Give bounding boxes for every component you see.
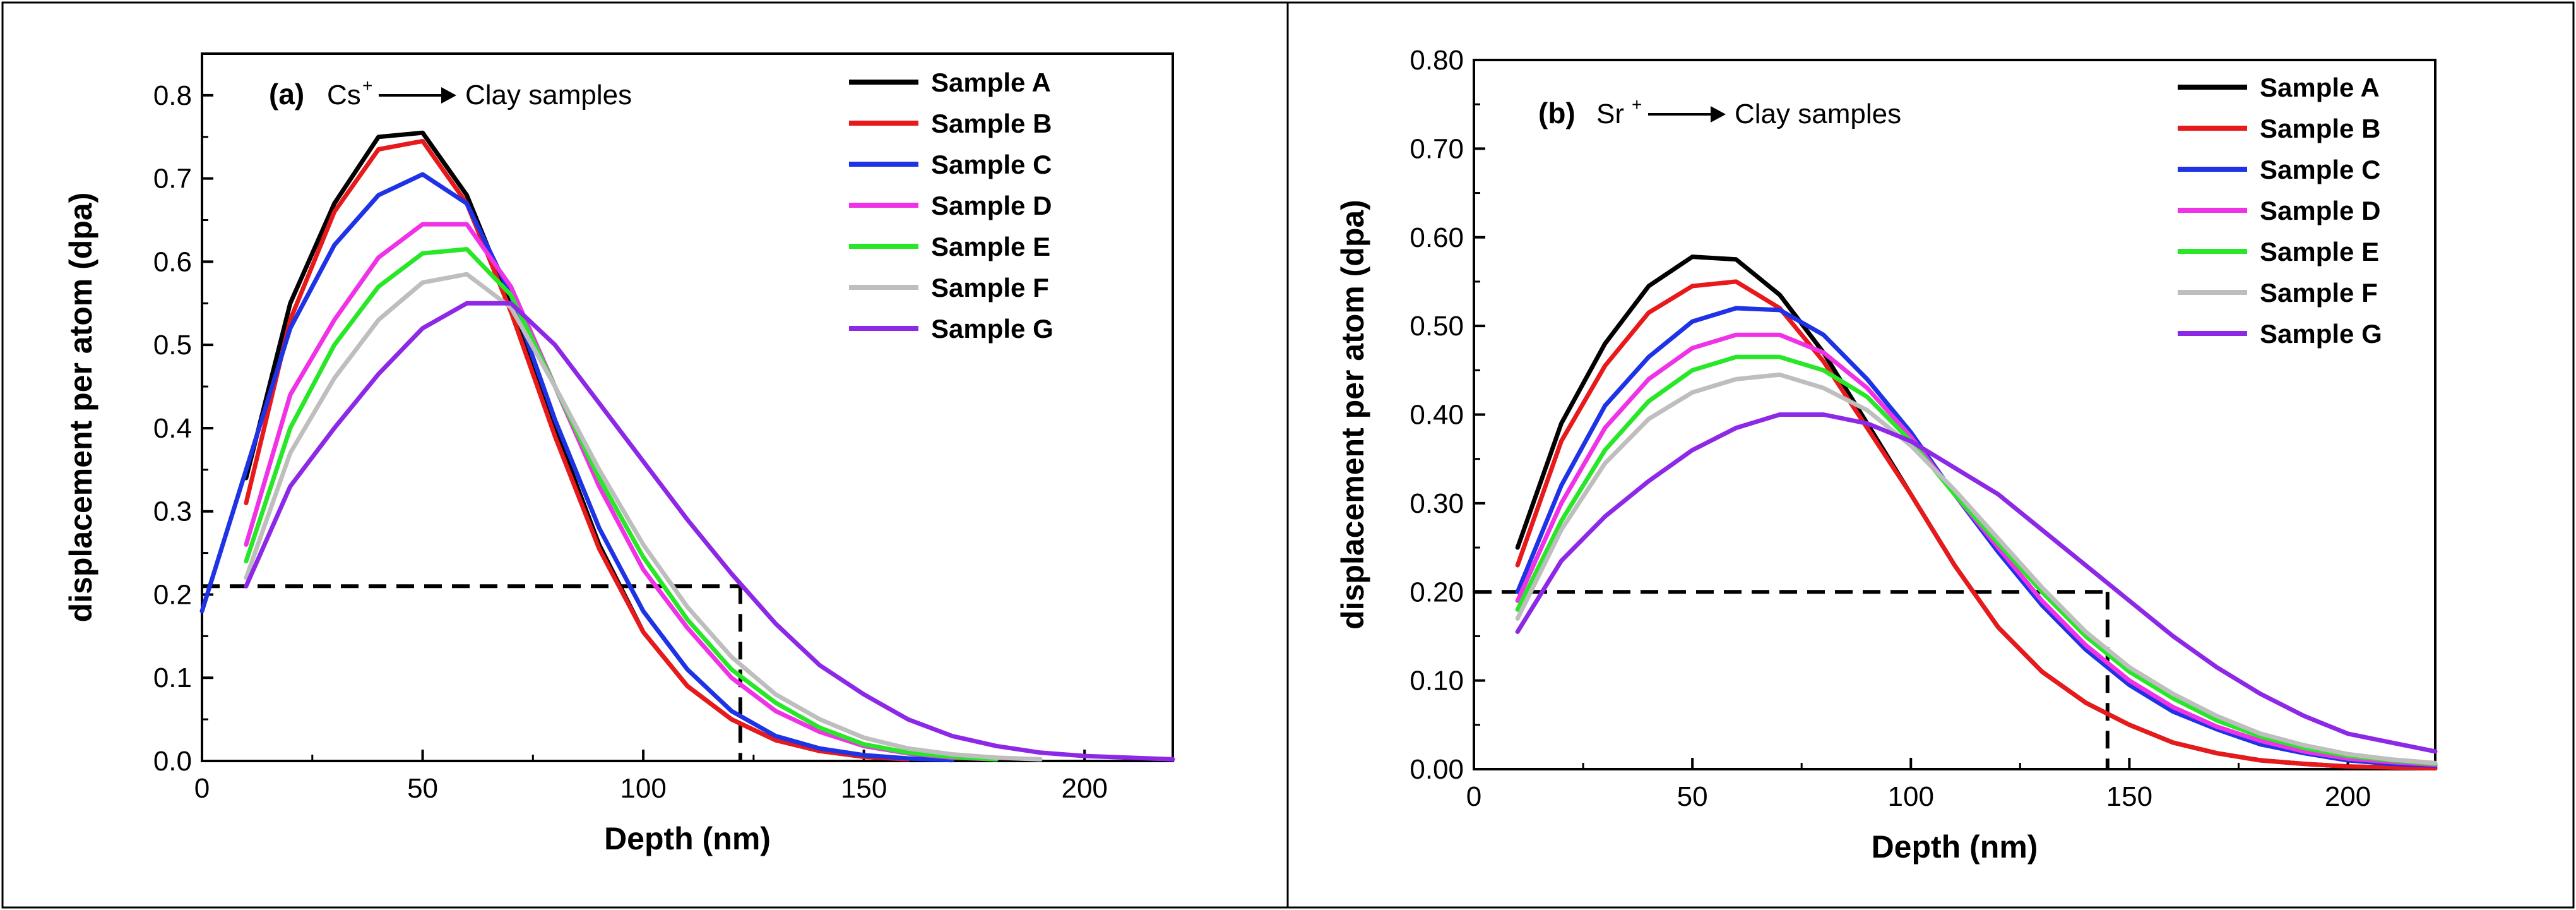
y-tick-label-a-1: 0.1 (153, 662, 192, 693)
target-label-a: Clay samples (465, 80, 632, 111)
series-line-a-sample-g (244, 301, 1175, 762)
x-axis-label-b: Depth (nm) (1872, 829, 2038, 865)
y-tick-label-b-3: 0.30 (1410, 488, 1464, 519)
legend-label-b-sample-d: Sample D (2260, 196, 2380, 225)
ion-label-a: Cs (327, 80, 361, 111)
x-tick-label-a-200: 200 (1061, 773, 1107, 804)
series-line-a-sample-f (244, 272, 1043, 762)
ion-arrow-head-a (441, 87, 456, 104)
series-line-a-sample-b (244, 138, 910, 762)
x-tick-label-a-0: 0 (194, 773, 210, 804)
series-line-a-sample-c (199, 172, 954, 763)
y-tick-label-a-3: 0.3 (153, 496, 192, 527)
y-tick-label-a-5: 0.5 (153, 330, 192, 361)
x-axis-label-a: Depth (nm) (604, 821, 771, 856)
x-tick-label-a-100: 100 (620, 773, 666, 804)
legend-label-b-sample-e: Sample E (2260, 237, 2379, 266)
legend-label-a-sample-g: Sample G (931, 314, 1054, 344)
ion-charge-b: + (1632, 95, 1642, 114)
y-axis-label-a: displacement per atom (dpa) (63, 193, 98, 623)
series-line-b-sample-g (1515, 412, 2438, 754)
x-tick-label-b-200: 200 (2325, 781, 2371, 812)
series-line-b-sample-f (1515, 372, 2438, 765)
legend-label-a-sample-a: Sample A (931, 68, 1051, 97)
legend-label-b-sample-a: Sample A (2260, 73, 2380, 102)
legend-label-a-sample-e: Sample E (931, 232, 1050, 261)
y-axis-label-b: displacement per atom (dpa) (1335, 200, 1370, 630)
legend-label-a-sample-c: Sample C (931, 150, 1052, 179)
x-tick-label-b-50: 50 (1677, 781, 1708, 812)
legend-label-b-sample-b: Sample B (2260, 114, 2380, 143)
legend-label-b-sample-f: Sample F (2260, 278, 2378, 308)
x-tick-label-a-150: 150 (841, 773, 887, 804)
y-tick-label-b-1: 0.10 (1410, 666, 1464, 697)
y-tick-label-a-4: 0.4 (153, 413, 192, 444)
y-tick-label-b-5: 0.50 (1410, 311, 1464, 342)
panel-b: 0 50 100 150 200 0.00 0.10 0.20 0.30 0.40 0.50 0.60… (1335, 45, 2438, 865)
legend-label-b-sample-c: Sample C (2260, 155, 2380, 184)
target-label-b: Clay samples (1735, 99, 1901, 129)
legend-label-b-sample-g: Sample G (2260, 319, 2382, 349)
plot-frame-a (201, 52, 1174, 762)
y-tick-label-b-4: 0.40 (1410, 400, 1464, 431)
series-line-b-sample-e (1515, 354, 2438, 767)
legend-label-a-sample-f: Sample F (931, 273, 1049, 302)
y-tick-label-b-2: 0.20 (1410, 577, 1464, 608)
y-tick-label-b-7: 0.70 (1410, 133, 1464, 164)
y-tick-label-a-7: 0.7 (153, 164, 192, 195)
ion-label-b: Sr (1596, 99, 1624, 129)
panel-label-a: (a) (269, 78, 304, 111)
series-line-a-sample-e (244, 247, 999, 762)
x-tick-label-b-100: 100 (1888, 781, 1934, 812)
y-tick-label-a-6: 0.6 (153, 246, 192, 277)
series-line-b-sample-b (1515, 279, 2438, 771)
y-tick-label-b-8: 0.80 (1410, 45, 1464, 76)
y-tick-label-b-6: 0.60 (1410, 222, 1464, 253)
y-tick-label-a-2: 0.2 (153, 579, 192, 610)
y-tick-label-a-8: 0.8 (153, 80, 192, 111)
ion-arrow-head-b (1711, 106, 1726, 123)
x-tick-label-b-150: 150 (2106, 781, 2152, 812)
x-tick-label-a-50: 50 (407, 773, 438, 804)
x-tick-label-b-0: 0 (1466, 781, 1481, 812)
y-tick-label-a-0: 0.0 (153, 746, 192, 777)
panel-a: 0 50 100 150 200 0.0 0.1 0.2 0.3 0.4 0.5 0.6 0.7 0.8 D… (63, 52, 1175, 856)
panel-label-b: (b) (1538, 97, 1576, 129)
ion-charge-a: + (362, 76, 372, 95)
y-tick-label-b-0: 0.00 (1410, 754, 1464, 785)
legend-label-a-sample-b: Sample B (931, 109, 1052, 138)
legend-label-a-sample-d: Sample D (931, 191, 1052, 220)
